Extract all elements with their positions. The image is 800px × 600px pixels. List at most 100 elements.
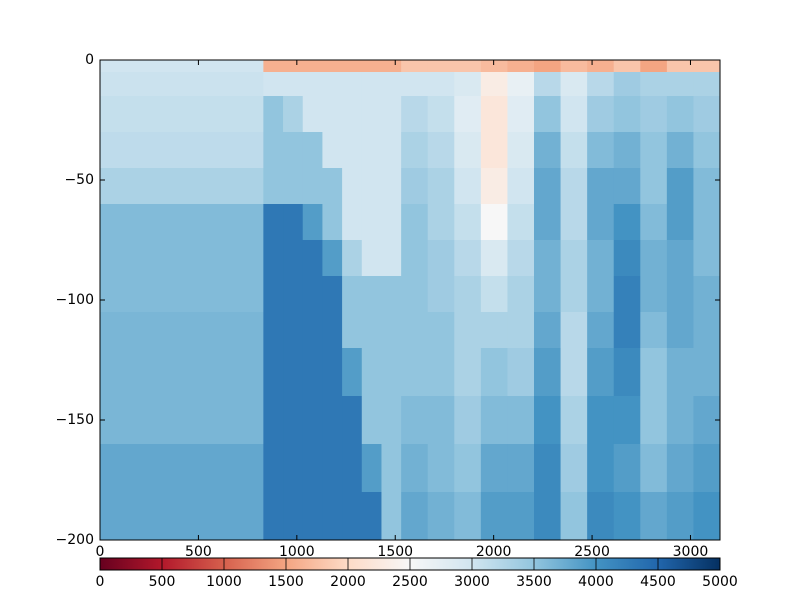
heatmap-cell [454,276,482,313]
x-tick-label: 1000 [279,544,315,560]
colorbar-tick-label: 4500 [640,574,676,590]
heatmap-cell [534,276,562,313]
heatmap-cell [454,240,482,277]
heatmap-cell [401,132,429,169]
heatmap-cell [322,72,343,97]
heatmap-cell [666,492,694,541]
heatmap-cell [480,396,508,445]
heatmap-cell [361,168,382,205]
heatmap-cell [100,60,264,73]
heatmap-cell [361,444,382,493]
heatmap-cell [263,276,284,313]
heatmap-cell [480,168,508,205]
heatmap-cell [322,96,343,133]
heatmap-cell [283,96,304,133]
heatmap-cell [454,60,482,73]
heatmap-cell [640,312,668,349]
heatmap-cell [100,204,264,241]
heatmap-cell [534,492,562,541]
heatmap-cell [454,348,482,397]
heatmap-cell [302,276,323,313]
heatmap-cell [427,348,455,397]
heatmap-cell [613,444,641,493]
heatmap-cell [480,72,508,97]
heatmap-cell [322,60,343,73]
heatmap-cell [322,444,343,493]
heatmap-cell [560,492,588,541]
heatmap-cell [560,72,588,97]
heatmap-cell [666,204,694,241]
heatmap-cell [480,348,508,397]
heatmap-cell [560,240,588,277]
heatmap-cell [640,72,668,97]
x-tick-label: 2500 [574,544,610,560]
heatmap-cell [302,204,323,241]
heatmap-cell [302,60,323,73]
heatmap-cell [381,444,402,493]
heatmap-cell [322,132,343,169]
colorbar-tick-label: 1000 [206,574,242,590]
heatmap-cell [263,312,284,349]
heatmap-cell [263,204,284,241]
heatmap-cell [613,312,641,349]
heatmap-cell [361,72,382,97]
heatmap-cell [587,492,615,541]
heatmap-cell [427,492,455,541]
heatmap-cell [427,96,455,133]
heatmap-cell [361,132,382,169]
heatmap-cell [342,396,363,445]
heatmap-cell [507,396,535,445]
heatmap-cell [100,444,264,493]
y-tick-label: −150 [56,412,94,428]
heatmap-cell [613,132,641,169]
colorbar-tick-label: 3500 [516,574,552,590]
heatmap-cell [613,168,641,205]
heatmap-cell [666,348,694,397]
heatmap-cell [560,348,588,397]
heatmap-cell [342,240,363,277]
heatmap-cell [401,96,429,133]
heatmap-cell [693,132,721,169]
heatmap-cell [454,444,482,493]
x-tick-label: 1500 [377,544,413,560]
heatmap-cell [283,72,304,97]
heatmap-cell [322,348,343,397]
heatmap-cell [454,204,482,241]
heatmap-cell [640,132,668,169]
heatmap-cell [381,276,402,313]
heatmap-cell [640,168,668,205]
heatmap-cell [507,132,535,169]
heatmap-cell [401,168,429,205]
heatmap-cell [427,168,455,205]
heatmap-cell [263,72,284,97]
heatmap-cell [381,72,402,97]
heatmap-cell [322,396,343,445]
heatmap-cell [322,492,343,541]
heatmap-cell [534,396,562,445]
heatmap-cell [283,240,304,277]
heatmap-cell [302,168,323,205]
heatmap-cell [342,312,363,349]
heatmap-cell [381,60,402,73]
heatmap-cell [640,348,668,397]
heatmap-cell [534,240,562,277]
heatmap-cell [454,396,482,445]
heatmap-cell [401,60,429,73]
heatmap-cell [560,204,588,241]
heatmap-cell [322,312,343,349]
heatmap-cell [100,276,264,313]
x-tick-label: 0 [96,544,105,560]
heatmap-cell [480,60,508,73]
heatmap-cell [587,276,615,313]
heatmap-cell [693,444,721,493]
colorbar-tick-label: 5000 [702,574,738,590]
heatmap-cell [263,396,284,445]
heatmap-cell [587,132,615,169]
heatmap-cell [322,276,343,313]
heatmap-cell [666,72,694,97]
heatmap-cell [361,204,382,241]
heatmap-cell [263,60,284,73]
heatmap-cell [381,492,402,541]
heatmap-cell [427,72,455,97]
heatmap-cell [302,72,323,97]
